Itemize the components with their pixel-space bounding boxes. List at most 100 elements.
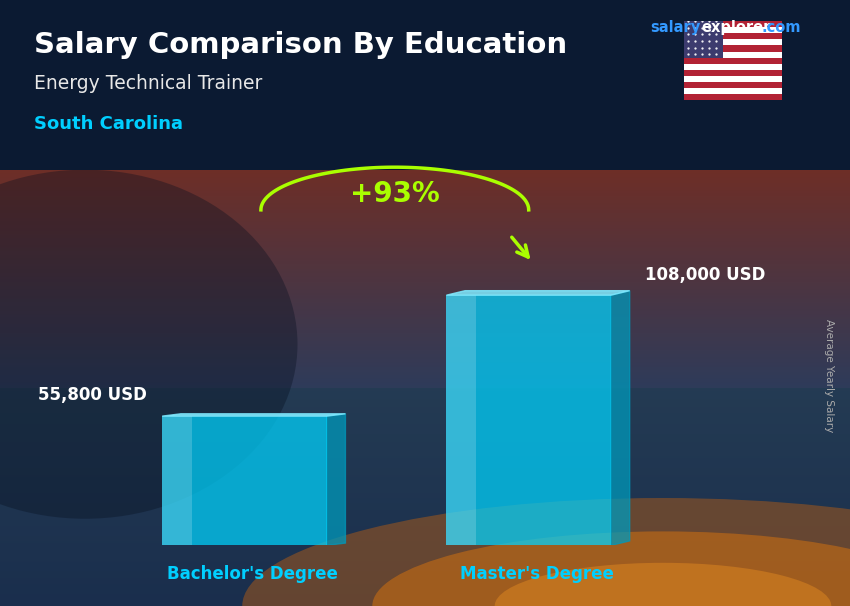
Bar bbox=[0, 454, 850, 456]
Bar bbox=[0, 305, 850, 307]
Bar bbox=[0, 465, 850, 467]
Bar bbox=[0, 324, 850, 325]
Bar bbox=[0, 558, 850, 559]
Bar bbox=[0, 538, 850, 539]
Bar bbox=[0, 539, 850, 541]
Bar bbox=[0, 268, 850, 270]
Bar bbox=[0, 325, 850, 327]
Bar bbox=[0, 236, 850, 238]
Bar bbox=[0, 256, 850, 257]
Bar bbox=[0, 439, 850, 440]
Bar bbox=[0, 573, 850, 574]
Bar bbox=[0, 551, 850, 552]
Bar bbox=[0, 452, 850, 453]
Bar bbox=[0, 459, 850, 461]
Bar bbox=[0, 228, 850, 229]
Bar bbox=[0, 336, 850, 337]
Bar bbox=[0, 345, 850, 347]
Bar bbox=[0, 497, 850, 498]
Bar bbox=[0, 424, 850, 425]
Bar bbox=[0, 379, 850, 381]
Bar bbox=[0, 289, 850, 290]
Bar bbox=[0, 258, 850, 260]
Bar bbox=[0, 401, 850, 402]
Bar bbox=[0, 183, 850, 184]
Bar bbox=[0, 307, 850, 308]
Bar bbox=[684, 45, 782, 52]
Bar bbox=[0, 556, 850, 558]
Bar bbox=[162, 416, 192, 545]
Bar bbox=[0, 471, 850, 472]
Bar bbox=[0, 600, 850, 602]
Bar bbox=[0, 584, 850, 585]
Bar bbox=[0, 516, 850, 518]
Bar bbox=[684, 52, 782, 58]
Bar bbox=[0, 241, 850, 242]
Bar bbox=[0, 547, 850, 548]
Bar bbox=[0, 173, 850, 174]
Bar bbox=[0, 510, 850, 511]
Bar bbox=[0, 559, 850, 561]
Bar bbox=[0, 245, 850, 247]
Bar bbox=[0, 496, 850, 497]
Bar bbox=[0, 367, 850, 369]
Bar bbox=[0, 411, 850, 413]
Bar bbox=[0, 375, 850, 376]
Bar bbox=[0, 588, 850, 590]
Bar bbox=[0, 180, 850, 181]
Bar bbox=[0, 404, 850, 405]
Bar bbox=[0, 468, 850, 469]
Bar bbox=[0, 580, 850, 581]
Bar bbox=[0, 532, 850, 533]
Bar bbox=[0, 571, 850, 573]
Bar bbox=[0, 221, 850, 222]
Bar bbox=[0, 253, 850, 254]
Bar bbox=[0, 461, 850, 462]
Bar bbox=[0, 202, 850, 203]
Bar bbox=[0, 181, 850, 183]
Polygon shape bbox=[162, 414, 345, 416]
Bar bbox=[0, 594, 850, 596]
Bar bbox=[0, 577, 850, 578]
Bar bbox=[0, 285, 850, 286]
Bar bbox=[0, 304, 850, 305]
Bar bbox=[0, 503, 850, 504]
Bar bbox=[0, 522, 850, 523]
Bar bbox=[0, 453, 850, 454]
Ellipse shape bbox=[242, 498, 850, 606]
Bar bbox=[684, 27, 782, 33]
Bar bbox=[0, 605, 850, 606]
Text: salary: salary bbox=[650, 20, 700, 35]
Bar bbox=[684, 64, 782, 70]
Bar bbox=[0, 218, 850, 219]
Bar bbox=[0, 545, 850, 547]
Bar bbox=[0, 370, 850, 372]
Ellipse shape bbox=[0, 170, 298, 519]
Bar bbox=[0, 315, 850, 316]
Bar bbox=[0, 373, 850, 375]
Bar bbox=[0, 482, 850, 484]
Bar bbox=[0, 514, 850, 516]
Bar bbox=[0, 542, 850, 544]
Bar bbox=[0, 382, 850, 384]
Bar bbox=[0, 392, 850, 394]
Bar bbox=[0, 396, 850, 398]
Bar bbox=[0, 399, 850, 401]
Bar bbox=[0, 574, 850, 576]
Bar bbox=[0, 530, 850, 532]
Bar bbox=[0, 265, 850, 267]
Bar bbox=[0, 210, 850, 212]
Bar bbox=[0, 309, 850, 311]
Bar bbox=[0, 427, 850, 428]
Bar bbox=[0, 391, 850, 392]
Bar bbox=[0, 203, 850, 205]
Bar bbox=[0, 347, 850, 348]
Bar bbox=[0, 394, 850, 395]
Bar bbox=[0, 549, 850, 551]
Bar bbox=[0, 488, 850, 490]
Text: Energy Technical Trainer: Energy Technical Trainer bbox=[34, 74, 263, 93]
Polygon shape bbox=[326, 414, 345, 545]
Bar bbox=[0, 428, 850, 430]
Bar bbox=[0, 520, 850, 522]
Bar bbox=[0, 438, 850, 439]
